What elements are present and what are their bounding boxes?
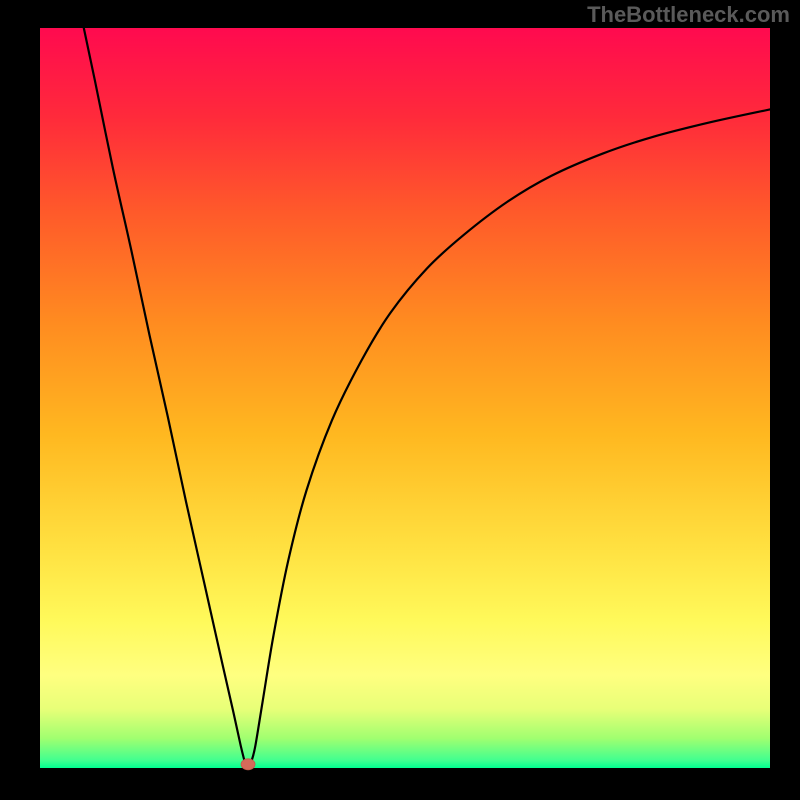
chart-container: TheBottleneck.com bbox=[0, 0, 800, 800]
minimum-marker bbox=[241, 759, 255, 770]
plot-background bbox=[40, 28, 770, 768]
bottleneck-chart bbox=[0, 0, 800, 800]
